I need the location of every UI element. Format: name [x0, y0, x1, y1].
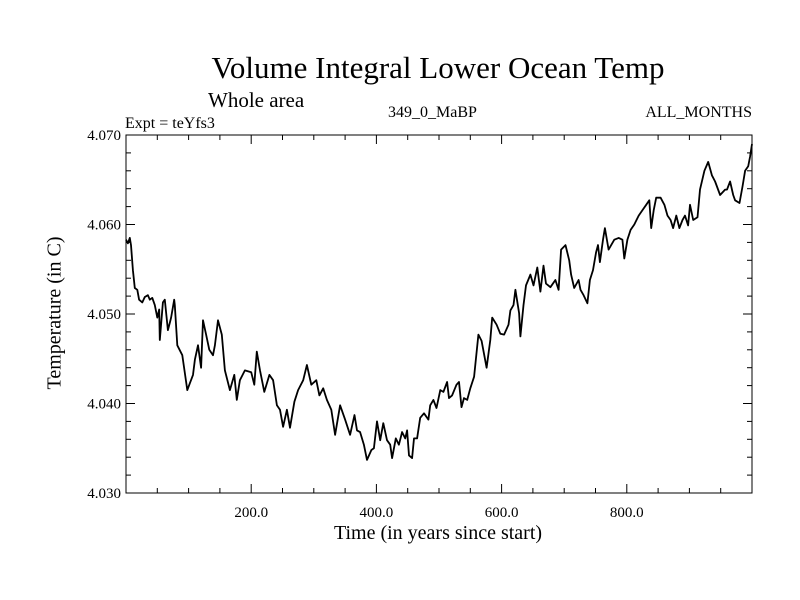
chart-subtitle: Whole area — [208, 88, 305, 112]
x-axis-label: Time (in years since start) — [333, 522, 543, 544]
y-tick-label: 4.030 — [87, 486, 121, 502]
months-label: ALL_MONTHS — [645, 104, 752, 121]
chart-title: Volume Integral Lower Ocean Temp — [211, 50, 665, 85]
y-tick-label: 4.070 — [87, 128, 121, 144]
x-tick-label: 400.0 — [360, 505, 394, 521]
series-line — [125, 143, 753, 461]
x-tick-label: 600.0 — [485, 505, 519, 521]
y-tick-label: 4.050 — [87, 307, 121, 323]
plot-frame — [125, 134, 753, 494]
x-tick-label: 800.0 — [610, 505, 644, 521]
axis-ticks — [126, 135, 752, 493]
period-label: 349_0_MaBP — [388, 104, 477, 121]
y-tick-label: 4.040 — [87, 397, 121, 413]
y-tick-label: 4.060 — [87, 218, 121, 234]
axis-tick-labels: 200.0 400.0 600.0 800.0 4.030 4.040 4.050 4.060… — [87, 128, 643, 521]
x-tick-label: 200.0 — [234, 505, 268, 521]
experiment-label: Expt = teYfs3 — [125, 115, 215, 132]
